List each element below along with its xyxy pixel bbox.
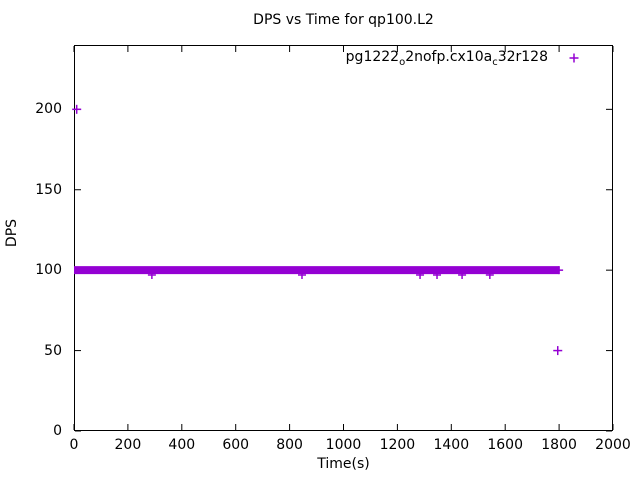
x-tick-label: 2000 (595, 437, 631, 453)
x-tick-label: 400 (168, 437, 196, 453)
y-tick-label: 100 (35, 262, 62, 279)
y-tick-label: 0 (53, 423, 62, 439)
legend-label-text: 2nofp.cx10a (405, 49, 493, 65)
legend-label-text: pg1222 (345, 49, 400, 65)
legend-label-text: 32r128 (497, 49, 548, 65)
legend: pg1222o2nofp.cx10ac32r128 (345, 49, 548, 68)
legend-label-subscript: c (492, 56, 498, 68)
x-tick-label: 1000 (325, 437, 362, 453)
x-tick-label: 0 (69, 437, 79, 453)
x-tick-label: 1800 (541, 437, 577, 453)
legend-label-subscript: o (399, 56, 406, 68)
chart-title: DPS vs Time for qp100.L2 (253, 12, 434, 28)
y-tick-label: 200 (35, 101, 62, 118)
x-tick-label: 600 (222, 437, 250, 453)
x-tick-label: 1400 (433, 437, 470, 453)
y-tick-label: 50 (44, 342, 62, 359)
x-tick-label: 200 (114, 437, 142, 453)
plot-area (74, 45, 613, 431)
y-tick-label: 150 (35, 181, 62, 198)
legend-series-label: pg1222o2nofp.cx10ac32r128 (345, 49, 548, 68)
x-axis-label: Time(s) (317, 456, 370, 472)
x-tick-label: 1600 (487, 437, 524, 453)
x-tick-label: 1200 (379, 437, 416, 453)
x-tick-label: 800 (276, 437, 303, 453)
